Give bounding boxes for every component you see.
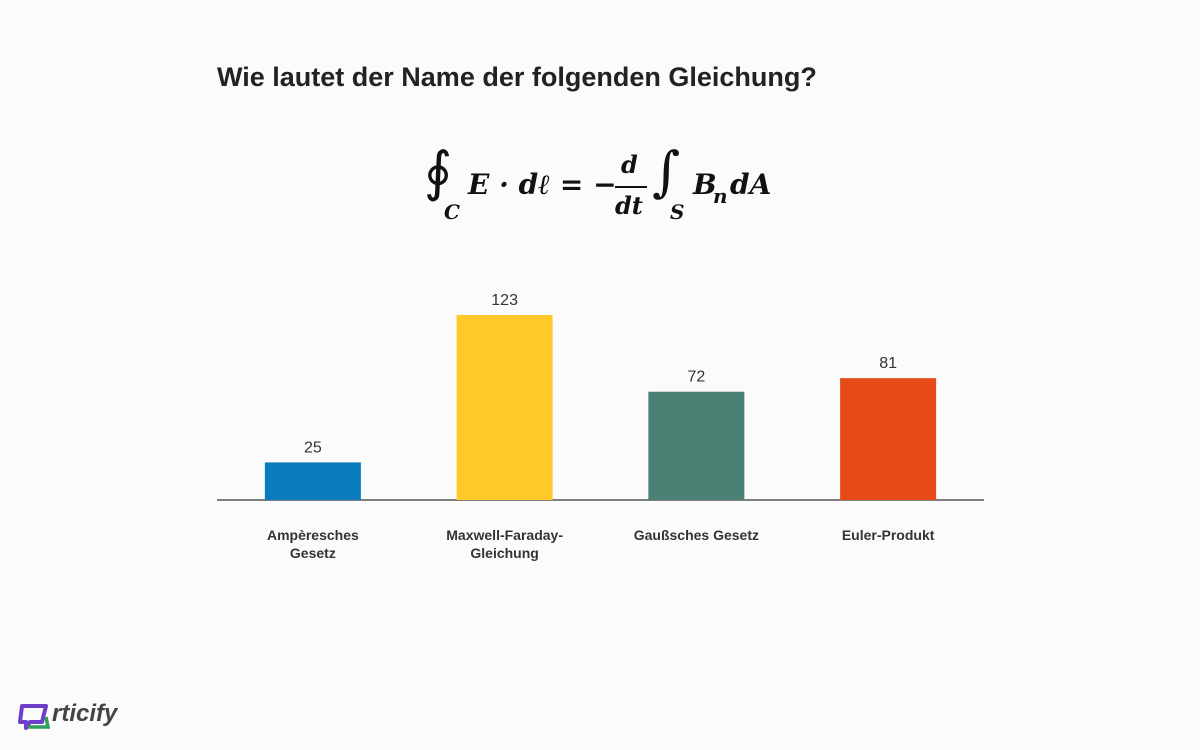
subscript: S bbox=[670, 200, 685, 224]
fraction-bar bbox=[615, 186, 647, 188]
value-label: 123 bbox=[491, 292, 518, 309]
bar bbox=[264, 462, 361, 500]
category-label: Gaußsches Gesetz bbox=[633, 527, 760, 543]
logo-icon bbox=[18, 704, 51, 730]
integral: ∫ bbox=[652, 140, 681, 203]
bar bbox=[648, 391, 745, 500]
formula-part: E · dℓ = − bbox=[468, 168, 617, 201]
category-label: Euler-Produkt bbox=[841, 527, 935, 543]
formula-part: B bbox=[693, 168, 717, 201]
question: Wie lautet der Name der folgenden Gleich… bbox=[217, 62, 817, 92]
formula-part: dA bbox=[730, 168, 772, 201]
value-label: 72 bbox=[687, 369, 705, 386]
value-label: 25 bbox=[304, 439, 322, 456]
subscript: C bbox=[444, 200, 460, 224]
category-label: Maxwell-Faraday-Gleichung bbox=[446, 527, 563, 561]
value-label: 81 bbox=[879, 355, 897, 372]
category-label: Ampèresches Gesetz bbox=[266, 527, 359, 561]
bar bbox=[840, 378, 937, 500]
integral: ∮ bbox=[424, 140, 453, 203]
subscript: n bbox=[713, 184, 728, 208]
logo: rticify bbox=[52, 700, 118, 727]
numerator: d bbox=[621, 150, 638, 179]
bar bbox=[456, 315, 553, 500]
denominator: dt bbox=[615, 191, 643, 220]
